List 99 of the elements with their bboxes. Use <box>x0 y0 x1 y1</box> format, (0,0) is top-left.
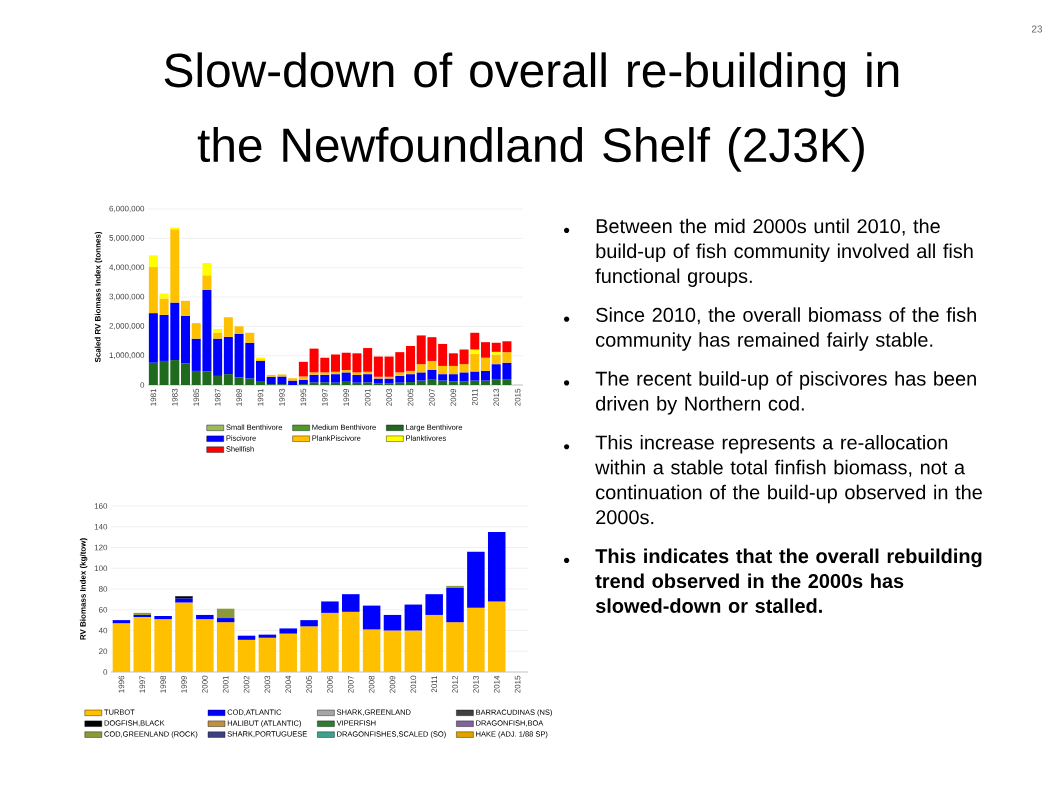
bar <box>373 356 383 377</box>
bar <box>216 618 235 623</box>
bar <box>175 596 193 599</box>
bar <box>154 615 172 620</box>
bar <box>467 607 485 672</box>
bar <box>406 382 415 385</box>
bar <box>213 338 223 376</box>
bar <box>362 629 381 672</box>
bar <box>279 633 297 672</box>
bar <box>181 315 190 364</box>
bar <box>352 372 362 376</box>
bar <box>298 361 308 377</box>
text: Since 2010, the overall biomass of the fish community has remained fairly stable. <box>596 307 976 351</box>
bar <box>159 293 169 299</box>
bar <box>470 332 480 350</box>
bar <box>175 602 193 672</box>
bar <box>425 614 443 672</box>
bar <box>425 594 443 615</box>
bar <box>279 628 297 634</box>
bar <box>342 611 360 672</box>
bar <box>202 262 212 276</box>
bar <box>216 608 235 619</box>
bar <box>213 375 223 385</box>
bar <box>438 380 448 385</box>
bar <box>438 374 448 381</box>
bar <box>481 357 490 371</box>
bar <box>237 635 256 640</box>
bar <box>256 381 265 385</box>
bar <box>112 620 131 624</box>
bar <box>448 381 458 385</box>
bar <box>448 365 458 375</box>
bar <box>148 362 158 385</box>
bar <box>298 376 308 380</box>
bar <box>448 374 458 382</box>
text: The recent build-up of piscivores has been driven by Northern cod. <box>595 371 976 415</box>
bar <box>298 379 308 385</box>
bar <box>331 354 340 372</box>
bar <box>191 323 201 339</box>
bar <box>300 620 318 627</box>
bar <box>446 585 464 588</box>
bar <box>342 594 360 612</box>
bar <box>112 623 131 672</box>
bar <box>288 380 298 385</box>
bar <box>331 374 340 383</box>
bar <box>148 313 158 363</box>
text: This indicates that the overall rebuilding trend observed in the 2000s has slowed-down or stalled. <box>595 548 982 613</box>
bar <box>467 551 485 608</box>
bar <box>404 604 423 631</box>
bar <box>481 342 490 358</box>
bar <box>258 637 277 672</box>
text: This increase represents a re-allocation within a stable total finfish biomass, not a continuation of the build-up observed in the 2000s. <box>595 434 982 525</box>
bar <box>237 639 256 672</box>
bar <box>256 360 265 382</box>
text: 23 <box>1031 25 1043 33</box>
bar <box>213 328 223 333</box>
bar <box>154 619 172 672</box>
bar <box>258 634 277 638</box>
bar <box>223 317 233 337</box>
text: Slow-down of overall re-building in the Newfoundland Shelf (2J3K) <box>164 52 899 172</box>
bar <box>175 598 193 603</box>
bar <box>448 353 458 366</box>
text: Between the mid 2000s until 2010, the build-up of fish community involved all fish functional groups. <box>595 218 973 288</box>
bar <box>196 619 214 672</box>
bar <box>383 614 402 631</box>
bar <box>438 365 448 375</box>
bar <box>446 587 464 623</box>
bar <box>288 378 298 381</box>
bar <box>406 374 415 383</box>
bar <box>202 275 212 290</box>
bar <box>383 630 402 672</box>
bar <box>133 617 152 672</box>
bar <box>223 374 233 385</box>
bar <box>487 601 506 672</box>
bar <box>363 374 373 383</box>
bar <box>148 255 158 268</box>
bar <box>148 267 158 314</box>
bar <box>406 370 415 375</box>
bar <box>181 300 190 316</box>
bar <box>395 372 405 376</box>
bar <box>481 370 490 381</box>
bar <box>223 336 233 375</box>
bar <box>181 363 190 385</box>
bar <box>481 380 490 385</box>
bar <box>363 348 373 372</box>
bar <box>487 531 506 602</box>
bar <box>404 630 423 672</box>
bar <box>362 605 381 630</box>
bar <box>196 614 214 620</box>
bar <box>321 601 339 613</box>
bar <box>300 626 318 672</box>
bar <box>470 349 480 354</box>
bar <box>438 343 448 366</box>
bar <box>459 349 469 365</box>
bar <box>406 345 415 371</box>
bar <box>216 622 235 672</box>
bar <box>321 612 339 672</box>
bar <box>446 622 464 672</box>
bar <box>213 332 223 339</box>
bar <box>363 382 373 385</box>
